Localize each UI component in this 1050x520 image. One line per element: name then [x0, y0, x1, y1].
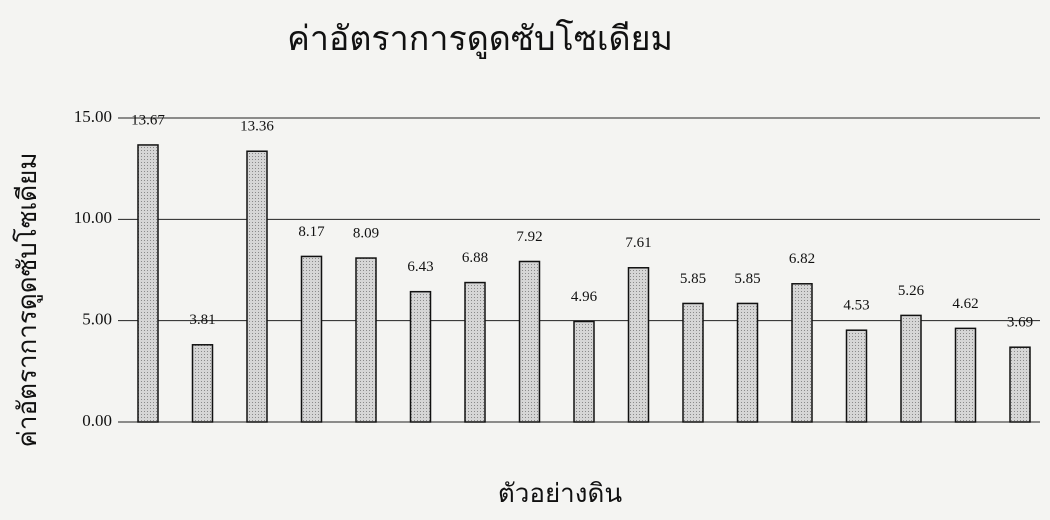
- value-label: 6.43: [407, 259, 433, 275]
- value-label: 4.53: [843, 298, 869, 314]
- y-tick-label: 15.00: [74, 107, 112, 126]
- bar: [464, 281, 486, 423]
- value-label: 6.82: [789, 251, 815, 267]
- y-tick-label: 5.00: [82, 310, 112, 329]
- value-label: 8.17: [298, 224, 325, 240]
- x-axis-title: ตัวอย่างดิน: [498, 479, 623, 508]
- bar: [573, 320, 595, 423]
- bar: [191, 344, 214, 423]
- bar: [845, 329, 868, 423]
- value-label: 7.92: [516, 229, 542, 245]
- value-label: 3.69: [1007, 315, 1033, 331]
- y-axis-title: ค่าอัตราการดูดซับโซเดียม: [12, 152, 43, 447]
- bar: [300, 255, 323, 423]
- bar: [246, 150, 268, 423]
- bar: [137, 144, 159, 423]
- value-label: 3.81: [189, 312, 215, 328]
- bar: [791, 283, 813, 423]
- chart-title: ค่าอัตราการดูดซับโซเดียม: [287, 19, 673, 59]
- bar: [355, 257, 377, 423]
- bar: [954, 327, 977, 423]
- value-label: 7.61: [625, 235, 651, 251]
- bar: [518, 260, 541, 423]
- bar: [736, 302, 759, 423]
- value-label: 4.62: [952, 296, 978, 312]
- bar: [1009, 346, 1031, 423]
- y-tick-label: 0.00: [82, 411, 112, 430]
- bar: [682, 302, 704, 423]
- value-label: 6.88: [462, 250, 488, 266]
- y-tick-label: 10.00: [74, 208, 112, 227]
- value-label: 5.26: [898, 283, 925, 299]
- value-label: 5.85: [680, 271, 706, 287]
- bar: [409, 290, 432, 423]
- value-label: 8.09: [353, 225, 379, 241]
- value-label: 13.67: [131, 112, 165, 128]
- value-label: 4.96: [571, 289, 598, 305]
- value-label: 13.36: [240, 119, 274, 135]
- bar: [627, 267, 650, 423]
- bar: [900, 314, 922, 423]
- value-label: 5.85: [734, 271, 760, 287]
